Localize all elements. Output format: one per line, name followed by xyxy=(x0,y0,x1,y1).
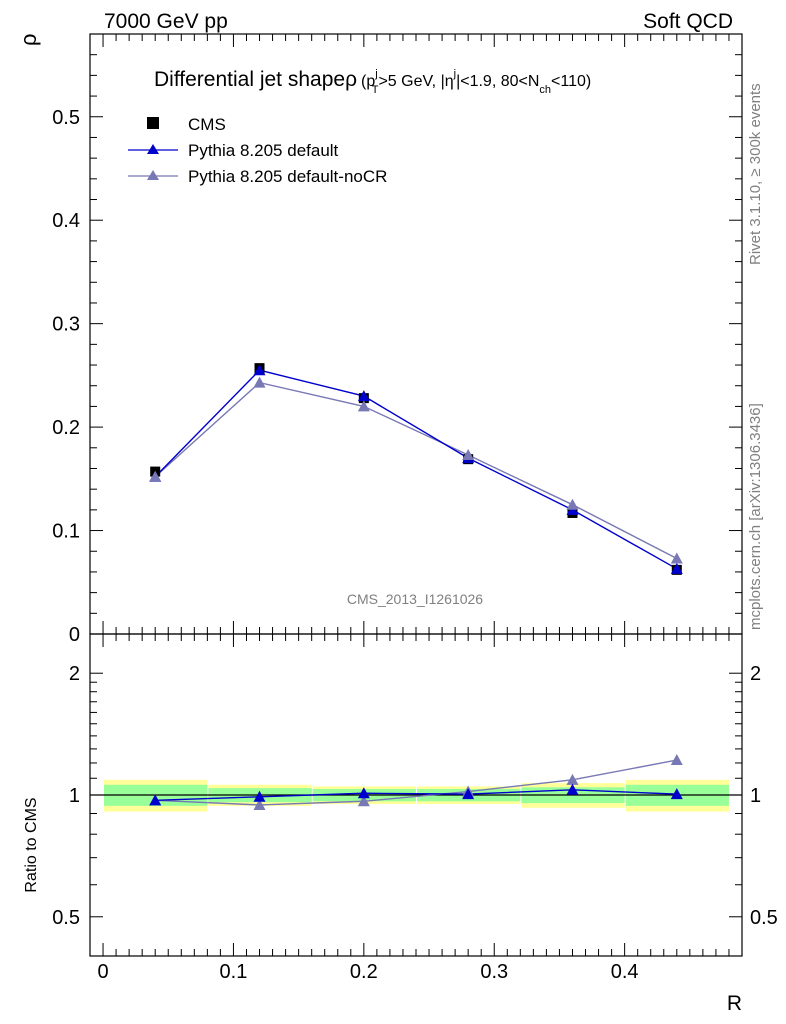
title-main: Differential jet shape xyxy=(154,68,345,91)
ratio-y-tick-label: 0.5 xyxy=(52,907,80,929)
x-tick-label: 0.3 xyxy=(480,961,508,983)
main-panel: 0 0.1 0.2 0.3 0.4 0.5 ρ Differential jet shap… xyxy=(16,33,743,646)
nocr-point xyxy=(462,449,475,461)
header-left: 7000 GeV pp xyxy=(104,10,228,33)
ratio-default-point xyxy=(149,794,162,806)
ratio-default-point xyxy=(566,783,579,795)
ratio-series xyxy=(149,754,683,810)
ratio-y-tick-label: 1 xyxy=(69,785,80,807)
main-y-tick-label: 0.4 xyxy=(52,210,80,232)
x-tick-label: 0.4 xyxy=(611,961,639,983)
main-y-tick-label: 0.2 xyxy=(52,417,80,439)
ratio-nocr-point xyxy=(253,798,266,810)
ratio-y-axis-label: Ratio to CMS xyxy=(23,797,40,892)
ratio-nocr-line xyxy=(155,759,677,806)
main-y-tick-label: 0.5 xyxy=(52,107,80,129)
x-tick-label: 0.1 xyxy=(220,961,248,983)
nocr-point xyxy=(670,552,683,564)
legend-nocr-label: Pythia 8.205 default-noCR xyxy=(188,167,387,186)
ratio-y-tick-label-right: 0.5 xyxy=(750,907,778,929)
nocr-point xyxy=(149,470,162,482)
x-tick-label: 0 xyxy=(97,961,108,983)
ratio-default-point xyxy=(670,788,683,800)
title-cond-sup2: j xyxy=(453,68,456,80)
x-tick-label: 0.2 xyxy=(350,961,378,983)
main-x-ticks xyxy=(102,34,730,634)
legend-cms-marker xyxy=(147,117,159,129)
mcplots-label: mcplots.cern.ch [arXiv:1306.3436] xyxy=(747,403,764,630)
ratio-panel: 0.5 0.5 1 1 2 2 0 0.1 0.2 0.3 0.4 Ratio to CMS R xyxy=(23,633,778,1015)
ratio-y-ticks: 0.5 0.5 1 1 2 2 xyxy=(52,633,778,957)
main-y-tick-label: 0.3 xyxy=(52,314,80,336)
series-default-line xyxy=(154,369,678,570)
legend-cms-label: CMS xyxy=(188,115,226,134)
title-cond3: |<1.9, 80<N xyxy=(456,73,539,90)
nocr-point xyxy=(566,498,579,510)
default-point xyxy=(670,562,683,574)
default-point xyxy=(357,390,370,402)
ratio-default-point xyxy=(462,788,475,800)
nocr-point xyxy=(357,400,370,412)
svg-text:Differential jet shapeρ(pjT>5: Differential jet shapeρ (pj T>5 GeV, |ηj|<… xyxy=(154,68,591,96)
main-title: Differential jet shapeρ (pj T>5 GeV, |ηj|<… xyxy=(154,68,591,96)
nocr-point xyxy=(253,376,266,388)
title-cond2: >5 GeV, |η xyxy=(378,73,453,90)
legend-default-marker xyxy=(147,144,159,154)
legend: CMS Pythia 8.205 default Pythia 8.205 de… xyxy=(128,115,387,186)
ratio-default-line xyxy=(155,789,677,802)
analysis-watermark: CMS_2013_I1261026 xyxy=(347,591,483,607)
ratio-y-tick-label: 2 xyxy=(69,663,80,685)
default-point xyxy=(253,364,266,376)
title-cond-sup1: j xyxy=(374,68,377,80)
ratio-y-tick-label-right: 2 xyxy=(750,663,761,685)
main-series xyxy=(149,363,683,575)
x-axis-label: R xyxy=(727,992,742,1015)
ratio-default-point xyxy=(357,787,370,799)
title-cond: (p xyxy=(361,73,375,90)
title-cond-sub3: ch xyxy=(539,84,551,96)
main-y-tick-label: 0 xyxy=(69,624,80,646)
ratio-x-ticks: 0 0.1 0.2 0.3 0.4 xyxy=(97,634,730,983)
series-nocr-line xyxy=(154,381,678,560)
main-y-tick-label: 0.1 xyxy=(52,521,80,543)
header-right: Soft QCD xyxy=(643,10,733,33)
ratio-nocr-point xyxy=(357,795,370,807)
ratio-nocr-point xyxy=(670,754,683,766)
ratio-default-point xyxy=(253,790,266,802)
legend-default-label: Pythia 8.205 default xyxy=(188,141,339,160)
rivet-version-label: Rivet 3.1.10, ≥ 300k events xyxy=(747,83,764,265)
ratio-nocr-point xyxy=(566,773,579,785)
main-y-ticks: 0 0.1 0.2 0.3 0.4 0.5 xyxy=(52,33,742,646)
ratio-y-tick-label-right: 1 xyxy=(750,785,761,807)
legend-nocr-marker xyxy=(147,170,159,180)
main-y-axis-label: ρ xyxy=(16,33,41,46)
title-rho: ρ xyxy=(345,68,357,91)
title-cond4: <110) xyxy=(551,73,591,90)
title-cond-sub1: T xyxy=(372,84,379,96)
